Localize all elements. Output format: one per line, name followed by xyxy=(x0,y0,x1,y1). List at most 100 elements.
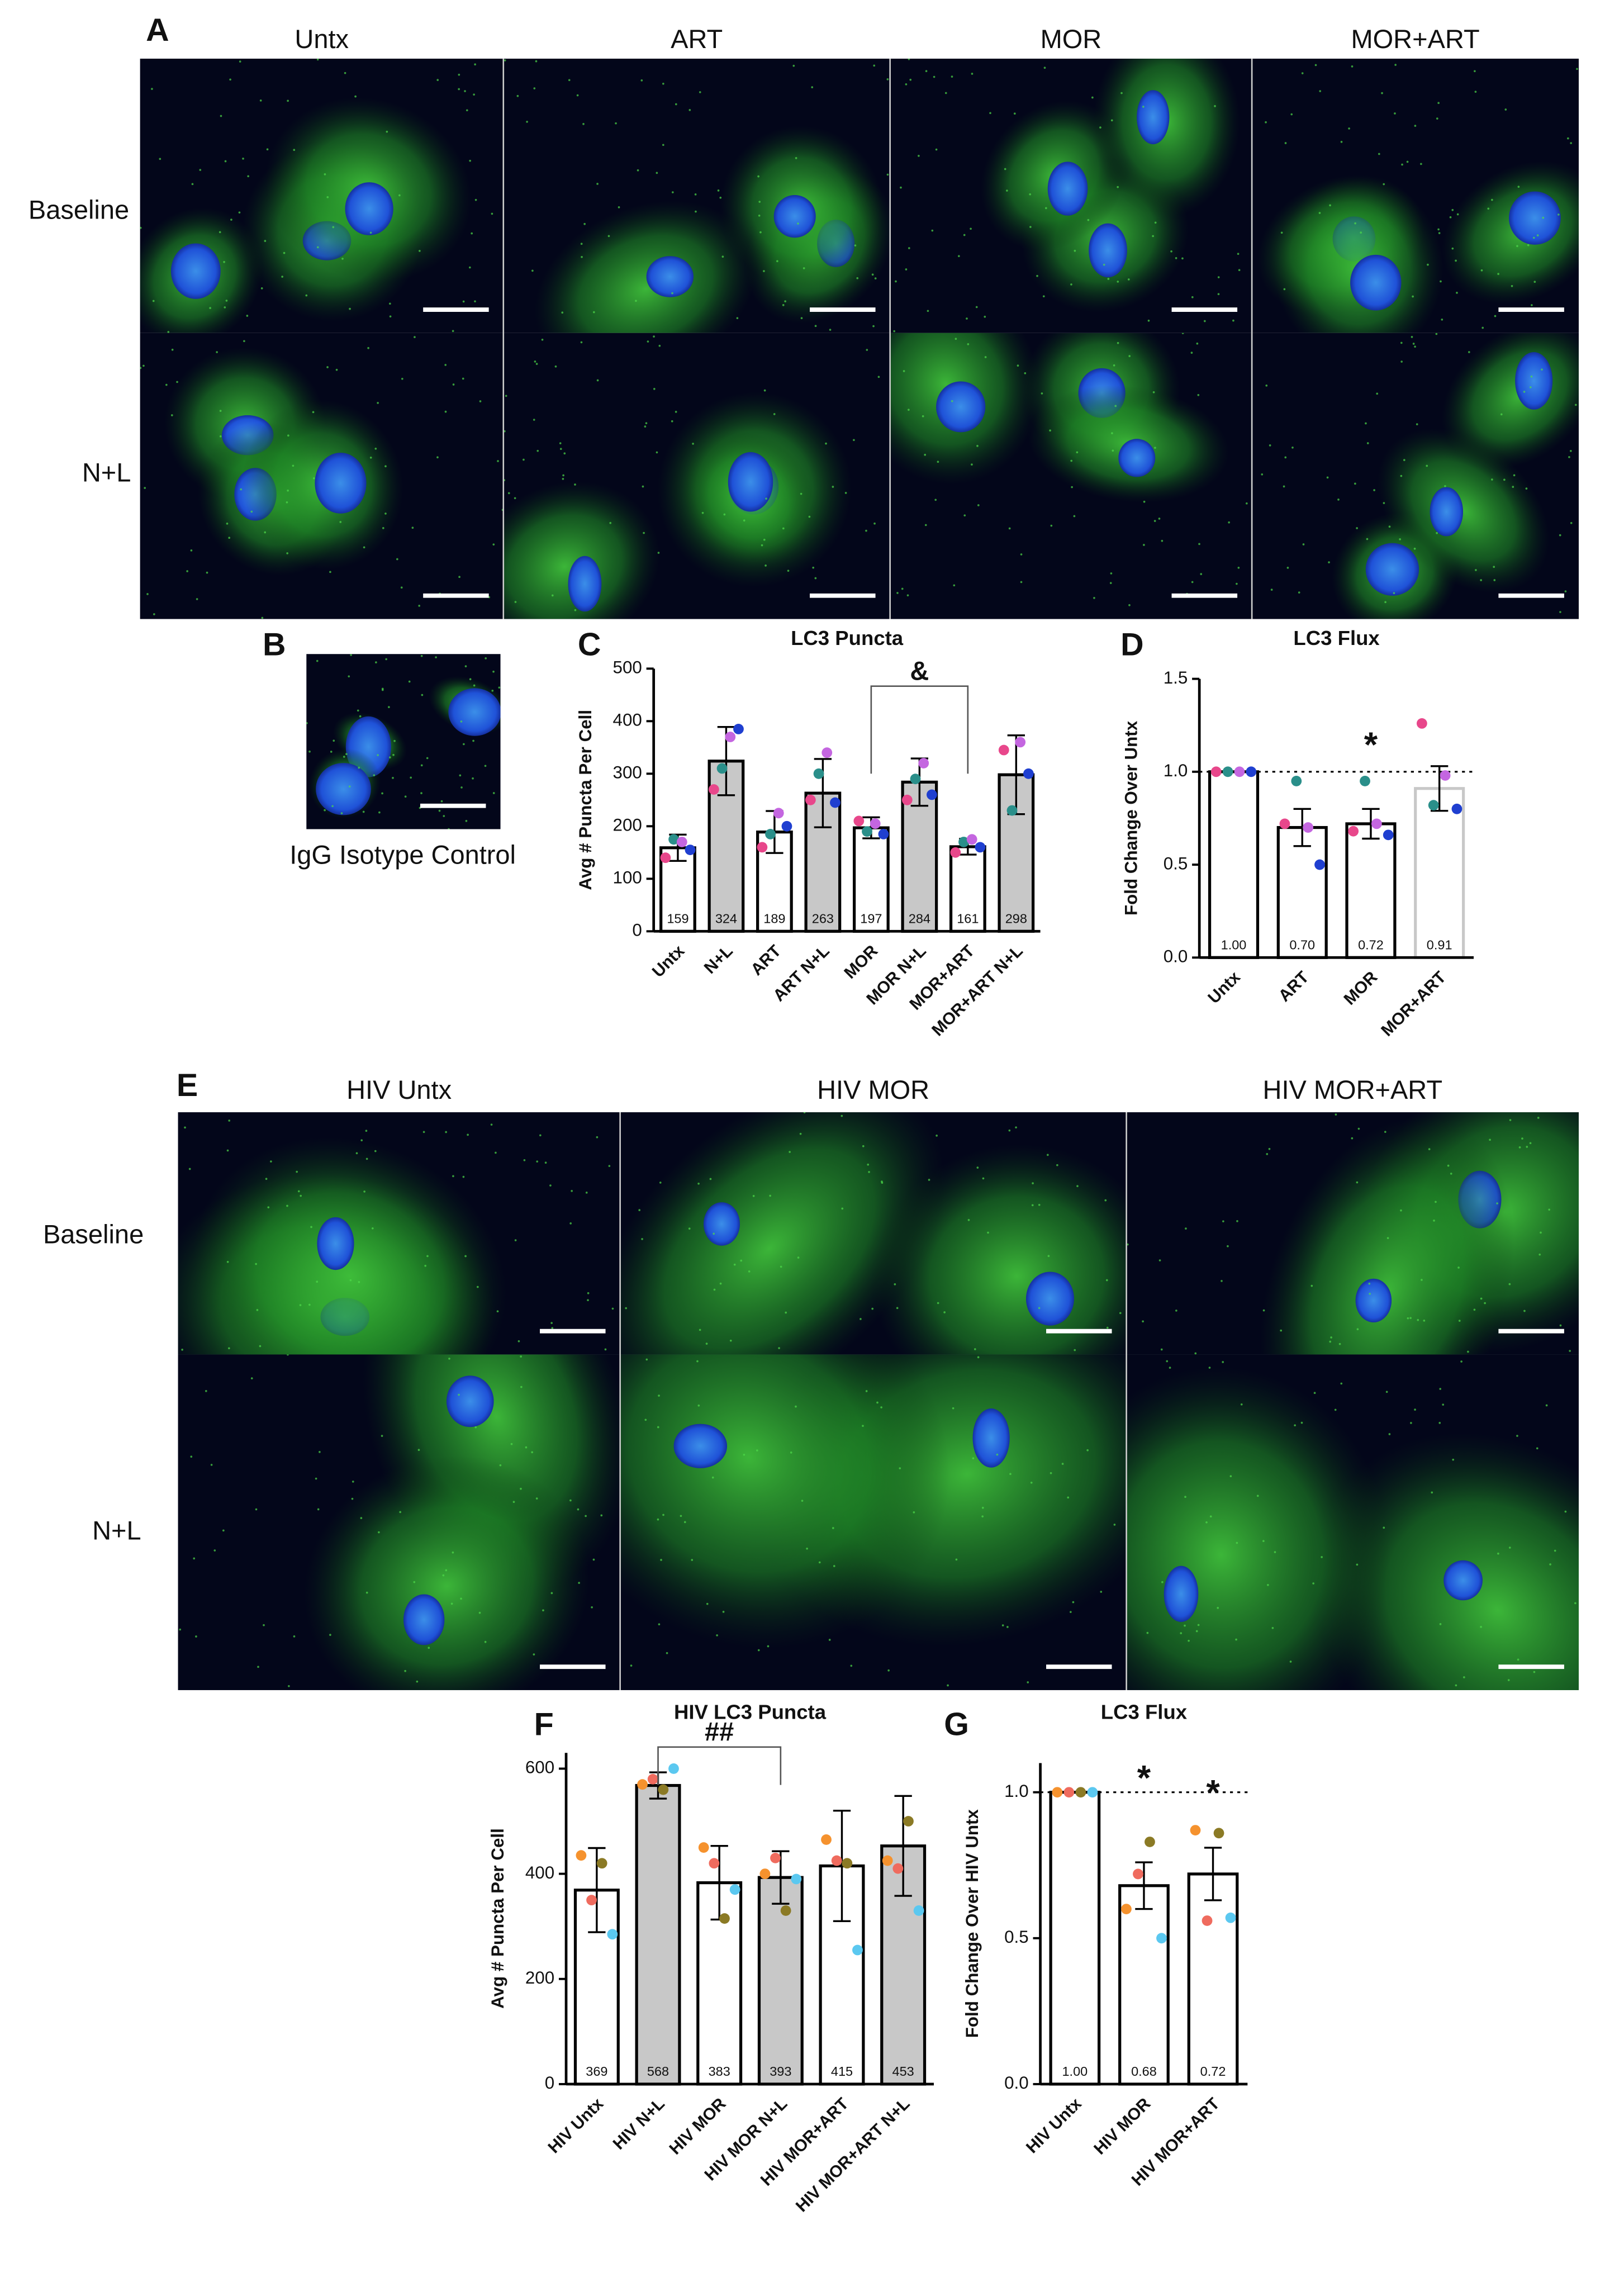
puncta xyxy=(1103,263,1105,266)
puncta xyxy=(935,148,938,151)
puncta xyxy=(1301,72,1304,74)
puncta xyxy=(802,267,805,269)
puncta xyxy=(1354,482,1356,485)
puncta xyxy=(452,383,455,386)
puncta xyxy=(908,247,910,249)
cell-cytoplasm xyxy=(1126,1366,1391,1690)
puncta xyxy=(362,810,365,813)
value-label: 0.70 xyxy=(1289,938,1315,952)
puncta xyxy=(399,1511,401,1514)
nucleus xyxy=(446,1375,494,1427)
puncta xyxy=(976,1166,979,1169)
puncta xyxy=(866,349,868,351)
puncta xyxy=(1142,106,1145,108)
puncta xyxy=(1413,547,1416,550)
nucleus xyxy=(568,556,602,612)
puncta xyxy=(195,1635,197,1638)
value-label: 159 xyxy=(667,912,688,926)
puncta xyxy=(250,510,253,513)
puncta xyxy=(468,266,471,269)
nucleus xyxy=(1025,1272,1074,1326)
panel-letter: F xyxy=(534,1706,554,1742)
puncta xyxy=(688,108,691,111)
puncta xyxy=(853,439,855,442)
puncta xyxy=(479,400,482,402)
puncta xyxy=(360,1517,363,1519)
puncta xyxy=(1047,1154,1049,1156)
puncta xyxy=(288,1685,290,1687)
puncta xyxy=(785,1311,787,1314)
puncta xyxy=(440,800,443,803)
puncta xyxy=(877,376,880,378)
puncta xyxy=(615,122,617,125)
cell-cytoplasm xyxy=(1377,428,1550,593)
puncta xyxy=(358,1280,360,1283)
puncta xyxy=(580,243,583,245)
puncta xyxy=(1351,65,1354,68)
puncta xyxy=(574,609,577,611)
puncta xyxy=(672,191,674,193)
puncta xyxy=(1366,442,1369,444)
cell-cytoplasm xyxy=(1311,1432,1579,1690)
puncta xyxy=(300,1194,302,1197)
puncta xyxy=(811,86,814,88)
puncta xyxy=(645,1358,648,1361)
puncta xyxy=(683,1521,686,1524)
puncta xyxy=(1110,119,1113,122)
y-tick-label: 0.5 xyxy=(1004,1927,1029,1947)
puncta xyxy=(644,425,647,428)
puncta xyxy=(792,64,795,67)
puncta xyxy=(1489,1138,1491,1141)
puncta xyxy=(814,325,817,328)
puncta xyxy=(308,750,311,753)
puncta xyxy=(1158,1259,1161,1261)
puncta xyxy=(1072,1601,1075,1604)
puncta xyxy=(713,1232,715,1235)
puncta xyxy=(984,315,986,318)
puncta xyxy=(1511,284,1513,287)
puncta xyxy=(1340,141,1343,143)
value-label: 1.00 xyxy=(1062,2064,1088,2079)
nucleus xyxy=(1365,543,1419,596)
puncta xyxy=(1531,304,1533,306)
puncta xyxy=(369,456,372,459)
data-point xyxy=(1360,776,1370,786)
puncta xyxy=(242,158,244,160)
puncta xyxy=(359,715,362,718)
puncta xyxy=(1036,274,1038,277)
data-point xyxy=(882,1855,893,1866)
column-header: Untx xyxy=(295,24,349,54)
puncta xyxy=(699,91,701,93)
puncta xyxy=(464,90,466,92)
puncta xyxy=(219,231,221,234)
data-point xyxy=(1202,1915,1213,1926)
puncta xyxy=(977,1356,980,1359)
puncta xyxy=(491,689,494,692)
puncta xyxy=(1414,1408,1416,1411)
puncta xyxy=(1209,1515,1212,1518)
puncta xyxy=(286,552,288,554)
puncta xyxy=(1457,1266,1460,1269)
puncta xyxy=(763,270,765,272)
puncta xyxy=(1433,1220,1435,1222)
nucleus xyxy=(936,381,986,433)
value-label: 298 xyxy=(1005,912,1027,926)
puncta xyxy=(452,330,454,333)
puncta xyxy=(763,389,766,392)
puncta xyxy=(1245,502,1248,505)
puncta xyxy=(525,1446,528,1449)
puncta xyxy=(1517,186,1520,188)
puncta xyxy=(563,452,566,455)
puncta xyxy=(305,294,308,297)
puncta xyxy=(1410,1422,1412,1424)
puncta xyxy=(981,1506,984,1509)
puncta xyxy=(324,809,326,812)
cell-cytoplasm xyxy=(303,1455,590,1690)
puncta xyxy=(695,210,697,213)
data-point xyxy=(1075,1787,1086,1798)
puncta xyxy=(393,739,396,742)
caption: IgG Isotype Control xyxy=(289,840,516,870)
data-point xyxy=(903,1816,914,1827)
data-point xyxy=(1023,768,1034,779)
